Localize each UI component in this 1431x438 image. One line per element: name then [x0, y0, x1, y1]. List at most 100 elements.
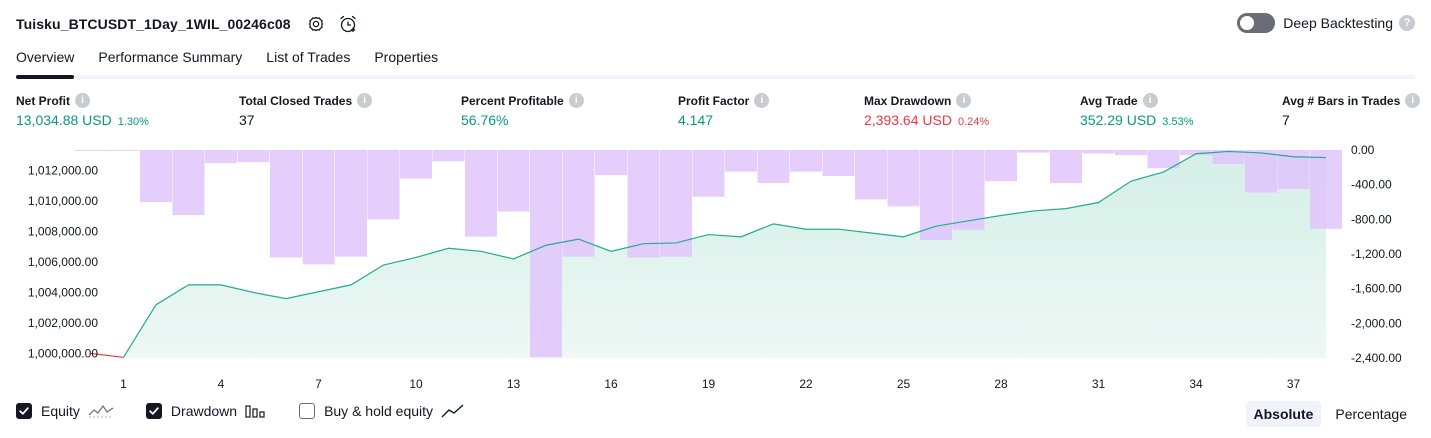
drawdown-bar: [1147, 150, 1180, 169]
metric-value: 4.147: [678, 112, 714, 128]
gear-icon[interactable]: [305, 13, 327, 35]
tab-properties[interactable]: Properties: [374, 49, 439, 65]
equity-axis-tick-label: 1,010,000.00: [28, 194, 98, 208]
chart-legend: Equity Drawdown Buy & hold equity: [16, 403, 497, 419]
report-tabs: Overview Performance Summary List of Tra…: [16, 44, 1415, 79]
drawdown-bar: [660, 150, 692, 257]
x-axis-tick-label: 31: [1092, 377, 1106, 391]
info-icon[interactable]: i: [75, 93, 90, 108]
drawdown-bar: [1115, 150, 1147, 156]
info-icon[interactable]: i: [357, 93, 373, 108]
equity-line-negative: [90, 352, 124, 358]
metric-value: 13,034.88 USD: [16, 112, 112, 128]
strategy-title: Tuisku_BTCUSDT_1Day_1WIL_00246c08: [16, 16, 291, 32]
metric-label: Avg # Bars in Trades: [1282, 93, 1401, 108]
absolute-button[interactable]: Absolute: [1245, 401, 1322, 427]
drawdown-bar: [757, 150, 790, 183]
percentage-button[interactable]: Percentage: [1335, 406, 1407, 422]
x-axis-tick-label: 13: [507, 377, 521, 391]
buy-hold-checkbox[interactable]: [299, 403, 316, 419]
info-icon[interactable]: i: [568, 93, 584, 108]
metric-percent: 1.30%: [117, 116, 149, 128]
tab-overview[interactable]: Overview: [16, 44, 75, 79]
drawdown-bar: [270, 150, 302, 258]
metric-percent-profitable: Percent Profitable i 56.76%: [461, 93, 584, 128]
drawdown-bar: [627, 150, 660, 258]
x-axis-tick-label: 25: [897, 377, 911, 391]
metric-label: Profit Factor: [678, 93, 750, 108]
equity-axis-tick-label: 1,004,000.00: [28, 286, 98, 300]
equity-drawdown-chart: 1,000,000.00 1,002,000.00 1,004,000.00 1,00…: [28, 143, 1402, 391]
info-icon[interactable]: i: [956, 93, 972, 108]
x-axis-tick-label: 7: [315, 377, 322, 391]
metrics-row: Net Profit i 13,034.88 USD 1.30% Total Clo…: [0, 93, 1431, 129]
buy-hold-label: Buy & hold equity: [324, 403, 434, 419]
help-icon[interactable]: ?: [1399, 15, 1415, 31]
drawdown-axis-tick-label: -400.00: [1351, 178, 1392, 192]
metric-value: 2,393.64 USD: [864, 112, 952, 128]
drawdown-bar: [465, 150, 497, 237]
strategy-header: Tuisku_BTCUSDT_1Day_1WIL_00246c08: [16, 12, 359, 36]
drawdown-bar: [822, 150, 855, 176]
legend-drawdown[interactable]: Drawdown: [145, 403, 267, 419]
value-mode-toggle: Absolute Percentage: [1240, 401, 1416, 427]
metric-net-profit: Net Profit i 13,034.88 USD 1.30%: [16, 93, 149, 128]
x-axis-tick-label: 37: [1287, 377, 1301, 391]
legend-buy-hold[interactable]: Buy & hold equity: [299, 403, 465, 419]
drawdown-bar: [952, 150, 985, 230]
drawdown-bar: [530, 150, 562, 358]
deep-backtesting-control: Deep Backtesting ?: [1237, 13, 1415, 33]
equity-area: [123, 151, 1326, 358]
drawdown-bar: [302, 150, 335, 265]
metric-value: 352.29 USD: [1080, 112, 1157, 128]
metric-value: 7: [1282, 112, 1290, 128]
drawdown-bar: [1082, 150, 1115, 154]
legend-equity[interactable]: Equity: [16, 403, 114, 419]
equity-line-icon: [88, 403, 114, 419]
metric-label: Net Profit: [16, 93, 70, 108]
drawdown-bar: [237, 150, 270, 163]
info-icon[interactable]: i: [1142, 93, 1158, 108]
drawdown-bar: [1212, 150, 1245, 164]
alarm-clock-icon[interactable]: [337, 13, 359, 35]
drawdown-bar: [205, 150, 237, 163]
drawdown-bar: [367, 150, 400, 220]
drawdown-bar: [400, 150, 432, 179]
equity-line: [122, 150, 1327, 358]
drawdown-bar: [1310, 150, 1342, 229]
x-axis-tick-label: 34: [1189, 377, 1203, 391]
drawdown-axis-tick-label: -1,200.00: [1351, 247, 1402, 261]
info-icon[interactable]: i: [1405, 93, 1421, 108]
equity-checkbox[interactable]: [16, 403, 32, 419]
tab-performance-summary[interactable]: Performance Summary: [98, 49, 243, 65]
tab-list-of-trades[interactable]: List of Trades: [266, 49, 351, 65]
info-icon[interactable]: i: [754, 93, 770, 108]
drawdown-bar: [75, 150, 107, 151]
metric-value: 37: [239, 112, 255, 128]
drawdown-axis-tick-label: -2,000.00: [1351, 316, 1402, 330]
drawdown-axis-tick-label: 0.00: [1351, 143, 1375, 157]
drawdown-bar: [432, 150, 465, 162]
equity-label: Equity: [41, 403, 80, 419]
deep-backtesting-toggle[interactable]: [1237, 13, 1276, 33]
drawdown-axis-tick-label: -800.00: [1351, 212, 1392, 226]
drawdown-bar: [920, 150, 952, 241]
metric-avg-bars-in-trades: Avg # Bars in Trades i 7: [1282, 93, 1421, 128]
metric-label: Percent Profitable: [461, 93, 564, 108]
equity-axis-tick-label: 1,008,000.00: [28, 225, 98, 239]
drawdown-bar: [335, 150, 367, 257]
x-axis-tick-label: 28: [994, 377, 1008, 391]
drawdown-checkbox[interactable]: [145, 403, 162, 419]
metric-avg-trade: Avg Trade i 352.29 USD 3.53%: [1080, 93, 1193, 128]
drawdown-bar: [1017, 150, 1050, 153]
drawdown-bar: [497, 150, 530, 212]
buyhold-line-icon: [441, 403, 465, 419]
drawdown-bars-icon: [245, 403, 267, 419]
drawdown-bar: [887, 150, 920, 207]
equity-axis-tick-label: 1,006,000.00: [28, 255, 98, 269]
x-axis-tick-label: 1: [120, 377, 127, 391]
drawdown-label: Drawdown: [170, 403, 238, 419]
drawdown-bar: [985, 150, 1017, 182]
metric-percent: 3.53%: [1162, 116, 1194, 128]
drawdown-bar: [562, 150, 595, 257]
